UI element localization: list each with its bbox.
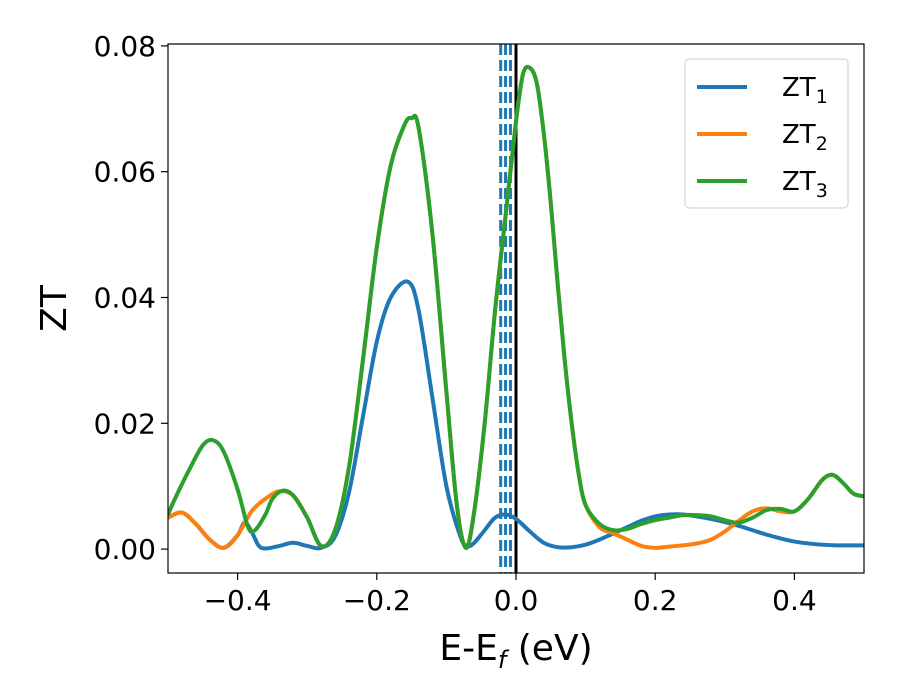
legend-label-3: ZT3: [782, 167, 828, 202]
legend-label-subscript: 3: [816, 180, 828, 202]
x-axis-label-main: E-E: [439, 628, 497, 669]
y-tick-label: 0.08: [94, 30, 156, 63]
x-tick-label: 0.0: [494, 584, 539, 617]
x-axis-label: E-Ef (eV): [439, 628, 592, 674]
legend-label-main: ZT: [782, 73, 816, 103]
y-tick-label: 0.06: [94, 156, 156, 189]
x-tick-label: −0.2: [343, 584, 411, 617]
series-line-zt-3: [168, 64, 864, 550]
x-axis-ticks: −0.4 −0.2 0.0 0.2 0.4: [204, 573, 817, 617]
x-tick-label: −0.4: [204, 584, 272, 617]
vertical-lines: [499, 44, 518, 573]
y-axis-ticks: 0.00 0.02 0.04 0.06 0.08: [94, 30, 168, 566]
series-line-zt-1: [168, 279, 864, 551]
x-tick-label: 0.2: [633, 584, 678, 617]
legend-box: [684, 58, 849, 209]
legend-label-subscript: 2: [816, 133, 828, 155]
legend-label-main: ZT: [782, 167, 816, 197]
legend-label-2: ZT2: [782, 120, 828, 155]
x-tick-label: 0.4: [772, 584, 817, 617]
x-axis-label-unit: (eV): [506, 628, 592, 669]
legend-label-main: ZT: [782, 120, 816, 150]
series-lines: [168, 64, 864, 551]
y-tick-label: 0.00: [94, 533, 156, 566]
y-tick-label: 0.04: [94, 281, 156, 314]
y-axis-label: ZT: [34, 284, 75, 332]
legend-label-1: ZT1: [782, 73, 828, 108]
y-tick-label: 0.02: [94, 407, 156, 440]
legend-label-subscript: 1: [816, 86, 828, 108]
